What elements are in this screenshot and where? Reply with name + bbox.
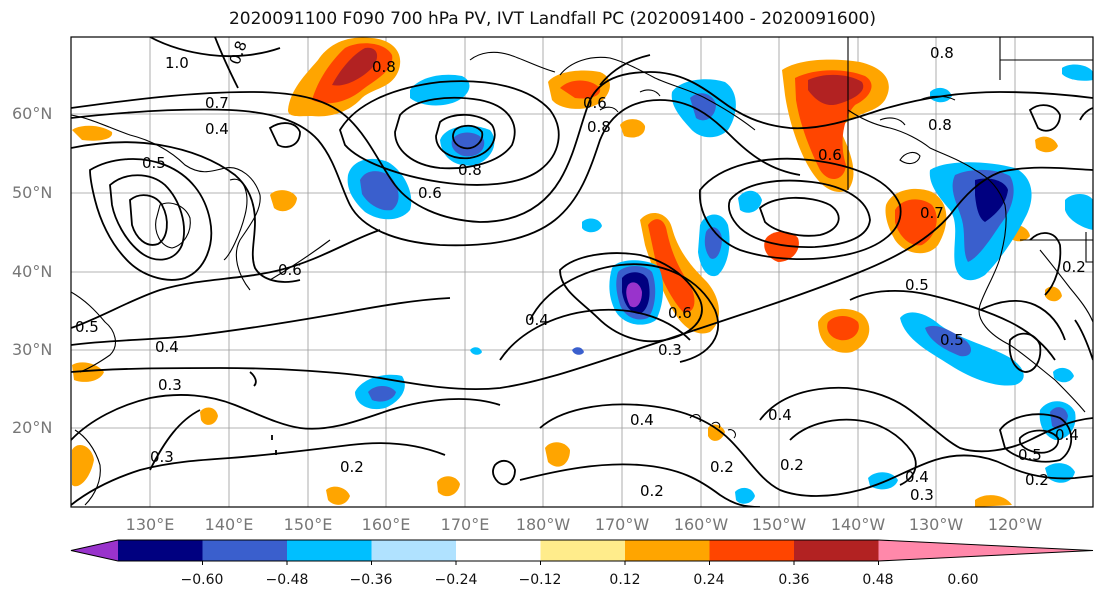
lon-label: 140°W <box>830 515 886 534</box>
lon-label: 160°W <box>673 515 729 534</box>
lon-label: 150°W <box>751 515 807 534</box>
lon-label: 170°W <box>594 515 650 534</box>
map-frame <box>70 36 1094 508</box>
colorbar-tick-label: 0.24 <box>693 572 725 588</box>
colorbar-bin <box>287 540 372 561</box>
colorbar-bin <box>709 540 794 561</box>
lat-label: 30°N <box>12 340 53 359</box>
colorbar-tick-label: 0.36 <box>778 572 810 588</box>
contour-label: 0.4 <box>525 311 549 329</box>
contour-label: 0.4 <box>155 338 179 356</box>
contour-label: 0.8 <box>587 118 611 136</box>
lon-label: 150°E <box>283 515 333 534</box>
lon-label: 160°E <box>361 515 411 534</box>
colorbar-tick-label: 0.60 <box>947 572 979 588</box>
contour-label: 0.4 <box>630 411 654 429</box>
contour-label: 0.8 <box>458 161 482 179</box>
contour-label: 0.8 <box>930 44 954 62</box>
contour-label: 0.4 <box>205 120 229 138</box>
negative-anomaly-shading <box>347 64 1093 504</box>
contour-label: 0.6 <box>668 304 692 322</box>
positive-anomaly-shading <box>72 37 1062 507</box>
contour-label: 0.7 <box>920 204 944 222</box>
colorbar-bin <box>118 540 203 561</box>
contour-label: 0.5 <box>142 154 166 172</box>
contour-label: 0.2 <box>340 458 364 476</box>
colorbar-extend-min <box>71 540 118 561</box>
contour-label: 1.0 <box>165 54 189 72</box>
contour-label: 0.5 <box>1018 446 1042 464</box>
lon-label: 120°W <box>987 515 1043 534</box>
colorbar-bin <box>456 540 541 561</box>
colorbar-bin <box>540 540 625 561</box>
contour-label: 0.5 <box>905 276 929 294</box>
contour-label: 0.6 <box>583 94 607 112</box>
lon-label: 130°W <box>908 515 964 534</box>
contour-label: 0.3 <box>910 486 934 504</box>
colorbar-tick-label: 0.12 <box>609 572 641 588</box>
colorbar-tick-label: −0.48 <box>265 572 309 588</box>
lon-label: 130°E <box>125 515 175 534</box>
lon-label: 180°W <box>515 515 571 534</box>
colorbar-bin <box>371 540 456 561</box>
contour-label: 0.8 <box>372 58 396 76</box>
contour-label: 0.7 <box>205 94 229 112</box>
lon-label: 140°E <box>204 515 254 534</box>
lat-label: 60°N <box>12 104 53 123</box>
contour-label: 0.6 <box>818 146 842 164</box>
colorbar <box>70 539 1094 565</box>
contour-label: 0.6 <box>418 184 442 202</box>
contour-label: 0.6 <box>278 261 302 279</box>
map-area: 1.0 0.8 0.7 0.4 0.5 0.8 0.6 0.8 0.6 0.8 … <box>71 37 1093 507</box>
contour-label: 0.2 <box>640 482 664 500</box>
contour-label: 0.3 <box>158 376 182 394</box>
contour-label: 0.5 <box>940 331 964 349</box>
colorbar-outline <box>70 539 1094 562</box>
pv-contours <box>71 37 1093 507</box>
colorbar-extend-max <box>878 540 1093 561</box>
lat-label: 50°N <box>12 183 53 202</box>
contour-label: 0.4 <box>1055 426 1079 444</box>
map-title: 2020091100 F090 700 hPa PV, IVT Landfall… <box>228 9 876 29</box>
colorbar-bin <box>625 540 710 561</box>
lat-label: 20°N <box>12 418 53 437</box>
lat-label: 40°N <box>12 262 53 281</box>
contour-label: 0.2 <box>710 458 734 476</box>
colorbar-bin <box>202 540 287 561</box>
contour-label: 0.8 <box>928 116 952 134</box>
colorbar-tick-label: −0.60 <box>180 572 224 588</box>
contour-label: 0.5 <box>75 318 99 336</box>
contour-label: 0.4 <box>905 468 929 486</box>
colorbar-tick-label: 0.48 <box>862 572 894 588</box>
contour-label: 0.2 <box>1025 471 1049 489</box>
contour-labels: 1.0 0.8 0.7 0.4 0.5 0.8 0.6 0.8 0.6 0.8 … <box>75 38 1086 504</box>
colorbar-tick-label: −0.12 <box>518 572 562 588</box>
colorbar-tick-label: −0.36 <box>349 572 393 588</box>
lon-label: 170°E <box>440 515 490 534</box>
contour-label: 0.2 <box>780 456 804 474</box>
contour-label: 0.2 <box>1062 258 1086 276</box>
contour-label: 0.3 <box>658 341 682 359</box>
colorbar-bin <box>794 540 879 561</box>
colorbar-tick-label: −0.24 <box>434 572 478 588</box>
contour-label: 0.4 <box>768 406 792 424</box>
contour-label: 0.3 <box>150 448 174 466</box>
